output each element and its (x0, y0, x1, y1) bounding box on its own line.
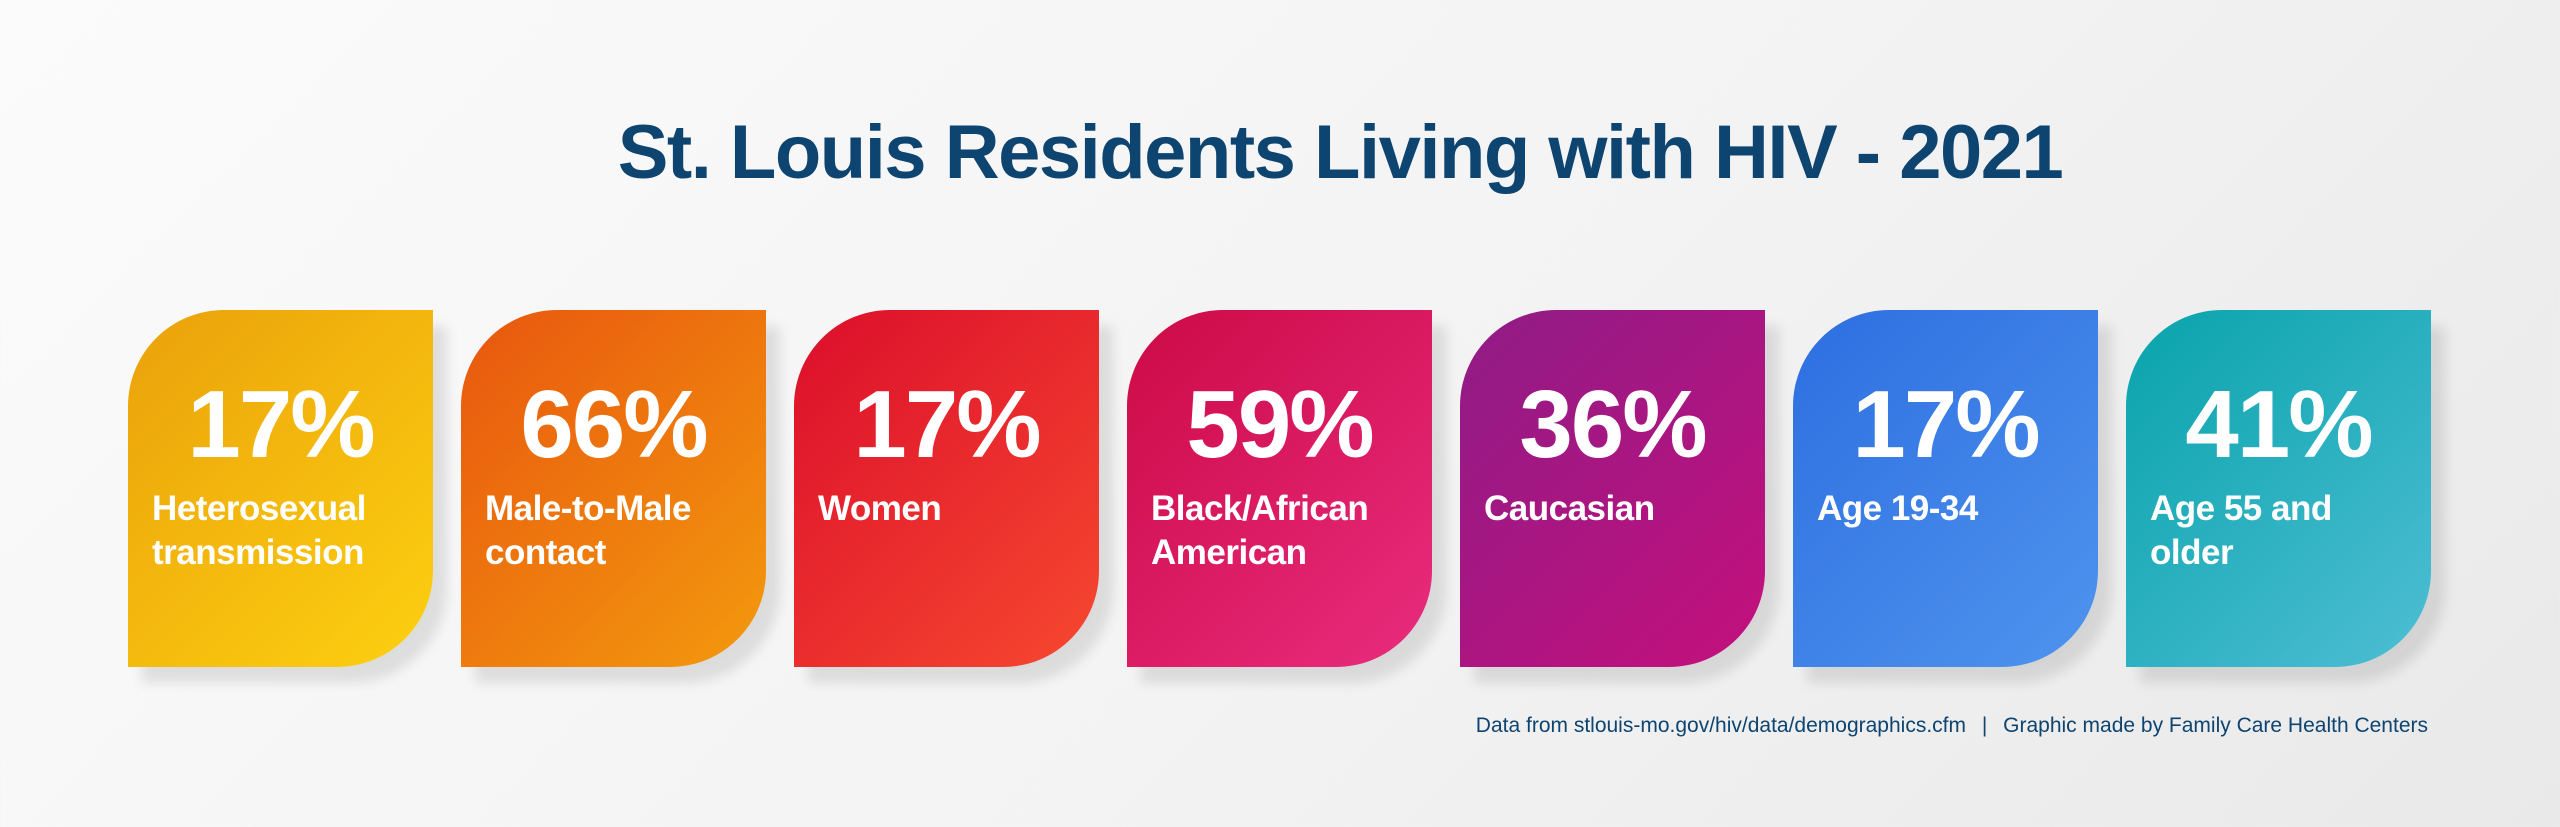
stat-value: 17% (853, 371, 1041, 478)
stat-value: 41% (2185, 371, 2373, 478)
stat-label: Black/African American (1151, 489, 1369, 572)
stat-value: 17% (1852, 371, 2040, 478)
stat-value: 17% (187, 371, 375, 478)
stat-cards: 17% Heterosexual transmission 66% Male-t… (128, 310, 2431, 670)
stat-label: Heterosexual transmission (152, 489, 366, 572)
stat-label: Age 19-34 (1817, 489, 1978, 528)
stat-label: Male-to-Male contact (485, 489, 691, 572)
stat-card-black-african-american: 59% Black/African American (1127, 310, 1432, 667)
stat-value: 36% (1519, 371, 1707, 478)
stat-card-age-19-34: 17% Age 19-34 (1793, 310, 2098, 667)
footer-credits: Data from stlouis-mo.gov/hiv/data/demogr… (1476, 714, 2428, 738)
stat-label: Age 55 and older (2150, 489, 2332, 572)
stat-card-caucasian: 36% Caucasian (1460, 310, 1765, 667)
stat-value: 66% (520, 371, 708, 478)
stat-card-male-to-male: 66% Male-to-Male contact (461, 310, 766, 667)
stat-label: Women (818, 489, 942, 528)
stat-value: 59% (1186, 371, 1374, 478)
stat-card-heterosexual: 17% Heterosexual transmission (128, 310, 433, 667)
stat-card-women: 17% Women (794, 310, 1099, 667)
data-source-text: Data from stlouis-mo.gov/hiv/data/demogr… (1475, 714, 1966, 737)
graphic-credit-text: Graphic made by Family Care Health Cente… (2003, 714, 2428, 737)
page-title: St. Louis Residents Living with HIV - 20… (617, 110, 2064, 195)
stat-card-age-55-older: 41% Age 55 and older (2126, 310, 2431, 667)
footer-separator: | (1981, 714, 1988, 737)
stat-label: Caucasian (1484, 489, 1655, 528)
